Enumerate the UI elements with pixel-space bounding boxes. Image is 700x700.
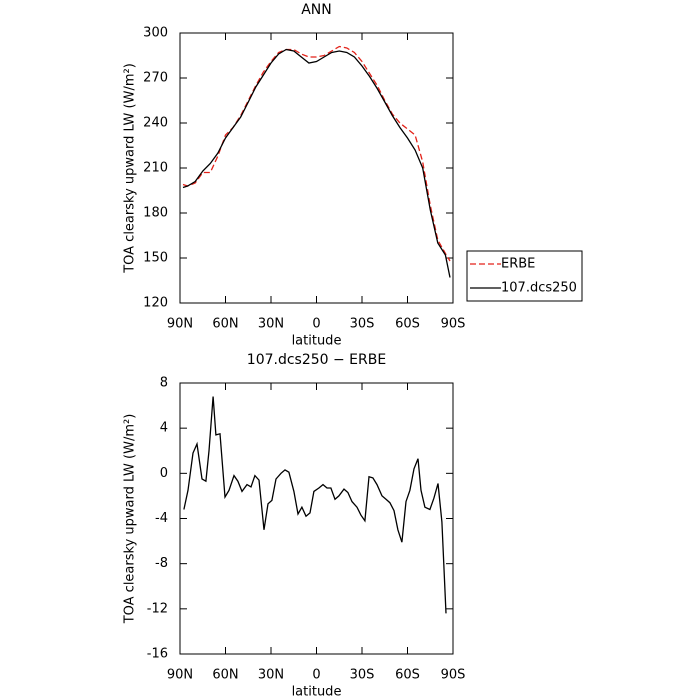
y-tick-label: 0 [160,466,168,481]
y-tick-label: 240 [143,116,168,131]
x-axis-label: latitude [292,334,342,349]
y-axis-label: TOA clearsky upward LW (W/m²) [123,63,138,274]
y-tick-label: 150 [143,251,168,266]
x-tick-label: 60S [395,317,420,332]
x-axis-label: latitude [292,685,342,700]
y-tick-label: 8 [160,376,168,391]
x-tick-label: 90S [441,317,466,332]
x-tick-label: 90N [167,317,193,332]
x-tick-label: 60N [212,317,238,332]
y-tick-label: -12 [147,601,168,616]
y-tick-label: -4 [155,511,168,526]
y-tick-label: 270 [143,71,168,86]
x-tick-label: 30N [258,668,284,683]
y-tick-label: 300 [143,26,168,41]
y-tick-label: 4 [160,421,168,436]
x-tick-label: 0 [312,317,320,332]
x-tick-label: 90N [167,668,193,683]
x-tick-label: 30N [258,317,284,332]
y-tick-label: -16 [147,647,168,662]
y-tick-label: 120 [143,296,168,311]
legend-box [466,250,583,302]
plot-frame [179,382,454,655]
chart-title: ANN [301,2,332,18]
legend-label: ERBE [501,257,535,272]
x-tick-label: 0 [312,668,320,683]
plot-frame [179,32,454,304]
y-axis-label: TOA clearsky upward LW (W/m²) [123,414,138,625]
data-line [182,48,451,278]
data-line [182,45,451,262]
x-tick-label: 60N [212,668,238,683]
x-tick-label: 60S [395,668,420,683]
y-tick-label: 180 [143,206,168,221]
y-tick-label: 210 [143,161,168,176]
x-tick-label: 30S [350,668,375,683]
legend-label: 107.dcs250 [501,281,577,296]
data-line [183,396,447,614]
x-tick-label: 30S [350,317,375,332]
y-tick-label: -8 [155,556,168,571]
x-tick-label: 90S [441,668,466,683]
chart-title: 107.dcs250 − ERBE [247,352,386,368]
